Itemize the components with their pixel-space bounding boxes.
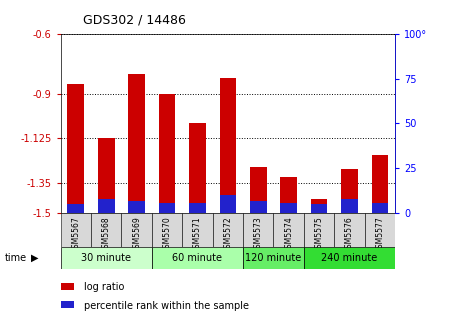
Bar	[158, 93, 176, 213]
Text: GSM5569: GSM5569	[132, 216, 141, 253]
Bar	[128, 74, 145, 213]
Bar	[341, 169, 358, 213]
Bar	[335, 213, 365, 247]
Bar	[61, 213, 91, 247]
Bar	[304, 247, 395, 269]
Bar	[128, 201, 145, 213]
Text: GSM5567: GSM5567	[71, 216, 80, 253]
Text: GSM5576: GSM5576	[345, 216, 354, 253]
Bar	[250, 201, 267, 213]
Bar	[243, 213, 273, 247]
Bar	[182, 213, 213, 247]
Bar	[121, 213, 152, 247]
Text: GSM5571: GSM5571	[193, 216, 202, 253]
Bar	[243, 247, 304, 269]
Bar	[365, 213, 395, 247]
Text: GSM5573: GSM5573	[254, 216, 263, 253]
Bar	[304, 213, 335, 247]
Text: GSM5574: GSM5574	[284, 216, 293, 253]
Bar	[273, 213, 304, 247]
Text: GSM5570: GSM5570	[163, 216, 172, 253]
Bar	[98, 199, 114, 213]
Text: GSM5577: GSM5577	[375, 216, 384, 253]
Text: GSM5575: GSM5575	[315, 216, 324, 253]
Bar	[341, 199, 358, 213]
Bar	[189, 203, 206, 213]
Text: 60 minute: 60 minute	[172, 253, 222, 263]
Bar	[158, 203, 176, 213]
Bar	[280, 177, 297, 213]
Bar	[67, 204, 84, 213]
Bar	[250, 167, 267, 213]
Text: GDS302 / 14486: GDS302 / 14486	[83, 13, 186, 27]
Bar	[189, 124, 206, 213]
Text: 120 minute: 120 minute	[245, 253, 302, 263]
Text: log ratio: log ratio	[84, 283, 124, 292]
Bar	[372, 203, 388, 213]
Bar	[152, 247, 243, 269]
Bar	[372, 156, 388, 213]
Text: GSM5572: GSM5572	[223, 216, 233, 253]
Text: GSM5568: GSM5568	[102, 216, 111, 253]
Bar	[67, 84, 84, 213]
Text: 240 minute: 240 minute	[321, 253, 378, 263]
Text: 30 minute: 30 minute	[81, 253, 131, 263]
Bar	[61, 283, 74, 290]
Text: time: time	[4, 253, 26, 263]
Bar	[91, 213, 121, 247]
Bar	[213, 213, 243, 247]
Bar	[311, 199, 327, 213]
Bar	[280, 203, 297, 213]
Bar	[220, 78, 236, 213]
Bar	[220, 196, 236, 213]
Bar	[61, 301, 74, 308]
Bar	[311, 204, 327, 213]
Text: ▶: ▶	[31, 253, 38, 263]
Text: percentile rank within the sample: percentile rank within the sample	[84, 301, 249, 310]
Bar	[152, 213, 182, 247]
Bar	[61, 247, 152, 269]
Bar	[98, 138, 114, 213]
